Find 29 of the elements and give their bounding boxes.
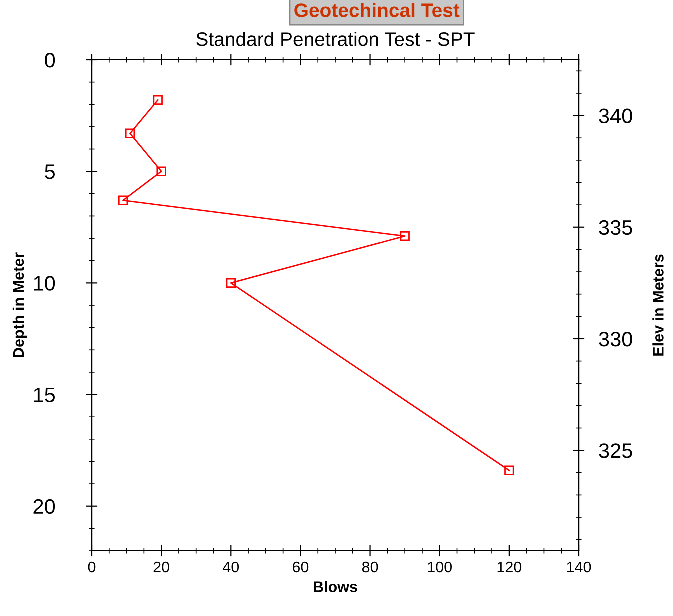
y-tick-label: 0 [45, 53, 56, 68]
point [125, 128, 136, 139]
y2-tick-label: 340 [599, 108, 632, 124]
y2-tick-label: 330 [599, 332, 632, 347]
y-tick-label: 10 [34, 276, 56, 291]
x-tick-label: 60 [292, 562, 309, 573]
point [504, 466, 514, 476]
x-tick-label: 80 [362, 562, 378, 573]
point [153, 95, 163, 106]
x-tick-label: 40 [223, 562, 240, 573]
x-tick-label: 100 [428, 562, 452, 573]
x-tick-label: 120 [498, 562, 522, 573]
point [226, 278, 236, 288]
y2-tick-label: 335 [599, 220, 632, 236]
y2-tick-label: 325 [599, 444, 632, 458]
point [400, 231, 410, 242]
x-tick-label: 140 [567, 562, 592, 573]
x-axis-title: Blows [314, 581, 358, 592]
point [156, 166, 166, 176]
x-tick-label: 0 [88, 562, 96, 573]
y-tick-label: 5 [45, 164, 56, 180]
y-tick-label: 20 [34, 499, 56, 514]
x-tick-label: 20 [154, 562, 170, 573]
point [118, 196, 128, 206]
y2-axis-title: Elev in Meters [652, 254, 664, 356]
chart-title: Standard Penetration Test - SPT [196, 32, 475, 46]
y-tick-label: 15 [34, 388, 56, 403]
y-axis-title: Depth in Meter [12, 252, 28, 358]
text: Geotechincal Test [294, 3, 460, 18]
